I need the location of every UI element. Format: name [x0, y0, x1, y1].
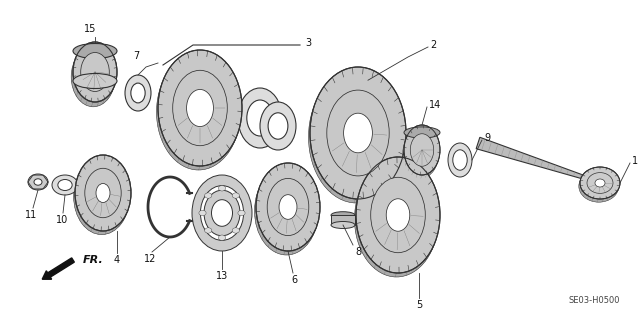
- Ellipse shape: [587, 173, 613, 193]
- Ellipse shape: [310, 67, 406, 199]
- Text: 12: 12: [144, 254, 156, 264]
- Ellipse shape: [52, 175, 78, 195]
- Ellipse shape: [344, 113, 372, 153]
- Ellipse shape: [157, 54, 241, 170]
- Ellipse shape: [247, 100, 273, 136]
- Ellipse shape: [268, 113, 288, 139]
- Polygon shape: [476, 137, 586, 180]
- Ellipse shape: [255, 167, 319, 255]
- Ellipse shape: [260, 102, 296, 150]
- Ellipse shape: [404, 125, 440, 175]
- Ellipse shape: [268, 178, 309, 236]
- Ellipse shape: [448, 143, 472, 177]
- Ellipse shape: [371, 177, 426, 253]
- Text: 2: 2: [430, 40, 436, 50]
- Ellipse shape: [579, 170, 619, 202]
- Ellipse shape: [74, 159, 130, 234]
- Ellipse shape: [73, 73, 117, 88]
- Text: 5: 5: [416, 300, 422, 310]
- Ellipse shape: [84, 168, 121, 218]
- Text: 11: 11: [25, 210, 37, 220]
- Ellipse shape: [205, 228, 212, 233]
- Text: 9: 9: [484, 133, 490, 143]
- Ellipse shape: [187, 89, 214, 127]
- Ellipse shape: [279, 195, 297, 219]
- Text: 14: 14: [429, 100, 441, 110]
- Ellipse shape: [410, 134, 434, 166]
- Ellipse shape: [355, 161, 438, 277]
- Ellipse shape: [356, 157, 440, 273]
- Ellipse shape: [34, 179, 42, 185]
- Polygon shape: [331, 215, 355, 225]
- Ellipse shape: [453, 150, 467, 170]
- Ellipse shape: [403, 128, 439, 178]
- Text: 7: 7: [133, 51, 139, 61]
- Ellipse shape: [71, 47, 115, 107]
- Ellipse shape: [238, 88, 282, 148]
- Ellipse shape: [58, 180, 72, 190]
- Ellipse shape: [131, 83, 145, 103]
- Ellipse shape: [200, 186, 244, 240]
- Ellipse shape: [308, 71, 404, 203]
- Ellipse shape: [204, 190, 240, 236]
- Ellipse shape: [199, 210, 206, 216]
- Text: 6: 6: [291, 275, 297, 285]
- Ellipse shape: [81, 53, 109, 92]
- Text: 10: 10: [56, 215, 68, 225]
- Ellipse shape: [218, 186, 226, 191]
- Ellipse shape: [73, 43, 117, 58]
- Ellipse shape: [211, 200, 232, 226]
- FancyArrow shape: [42, 258, 74, 279]
- Ellipse shape: [125, 75, 151, 111]
- Text: 8: 8: [355, 247, 361, 257]
- Ellipse shape: [96, 183, 110, 203]
- Text: 15: 15: [84, 24, 96, 34]
- Ellipse shape: [256, 163, 320, 251]
- Ellipse shape: [387, 199, 410, 231]
- Ellipse shape: [238, 210, 245, 216]
- Ellipse shape: [75, 155, 131, 231]
- Text: 3: 3: [305, 38, 311, 48]
- Ellipse shape: [158, 50, 242, 166]
- Ellipse shape: [173, 70, 227, 146]
- Ellipse shape: [205, 193, 212, 198]
- Ellipse shape: [218, 235, 226, 241]
- Ellipse shape: [331, 212, 355, 219]
- Ellipse shape: [327, 90, 389, 176]
- Text: 13: 13: [216, 271, 228, 281]
- Ellipse shape: [595, 179, 605, 187]
- Ellipse shape: [331, 221, 355, 228]
- Ellipse shape: [404, 127, 440, 138]
- Text: 1: 1: [632, 156, 638, 166]
- Text: SE03-H0500: SE03-H0500: [568, 296, 620, 305]
- Ellipse shape: [28, 174, 48, 190]
- Ellipse shape: [232, 228, 239, 233]
- Ellipse shape: [580, 167, 620, 199]
- Text: 4: 4: [114, 255, 120, 265]
- Ellipse shape: [232, 193, 239, 198]
- Text: FR.: FR.: [83, 255, 104, 265]
- Ellipse shape: [192, 175, 252, 251]
- Ellipse shape: [73, 42, 117, 102]
